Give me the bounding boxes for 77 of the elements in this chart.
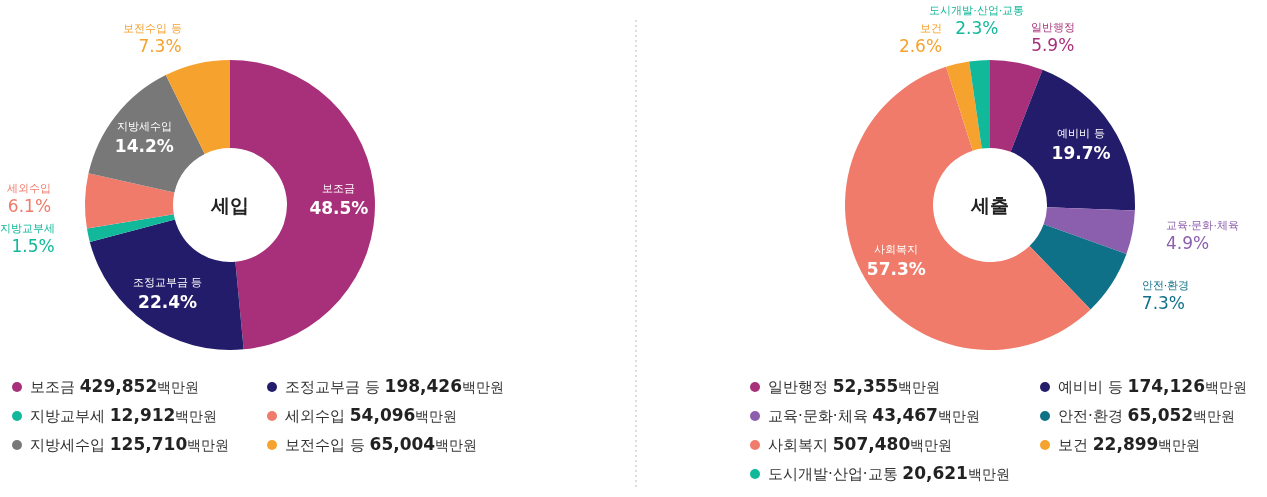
text: 12,912: [109, 405, 176, 425]
text: 백만원: [910, 437, 953, 453]
legend-label: 조정교부금 등: [285, 378, 385, 396]
text: 백만원: [415, 408, 458, 424]
data-label: 22.4%: [138, 292, 198, 313]
donut-slice: [85, 173, 175, 229]
data-label: 19.7%: [1051, 143, 1111, 164]
slice-label: 세외수입: [7, 182, 52, 196]
slice-label: 조정교부금 등: [132, 276, 203, 290]
text: 백만원: [435, 437, 478, 453]
slice-label: 예비비 등: [1057, 127, 1105, 141]
text: 125,710: [109, 434, 188, 454]
text: 65,004: [369, 434, 436, 454]
text: 52,355: [832, 376, 899, 396]
data-label: 2.6%: [898, 36, 943, 57]
data-label: 5.9%: [1031, 34, 1075, 55]
text: 백만원: [967, 466, 1010, 482]
text: 43,467: [872, 405, 938, 425]
text: 백만원: [937, 408, 980, 424]
text: 백만원: [175, 408, 218, 424]
legend-label: 사회복지: [768, 436, 833, 454]
slice-label: 일반행정: [1031, 20, 1076, 34]
slice-label: 보전수입 등: [123, 22, 182, 36]
data-label: 57.3%: [866, 258, 926, 279]
text: 세출: [970, 194, 1009, 216]
legend-label: 교육·문화·체육: [768, 407, 873, 425]
data-label: 1.5%: [11, 236, 55, 257]
donut-slice: [946, 61, 982, 151]
text: 백만원: [898, 379, 941, 395]
text: 백만원: [1193, 408, 1236, 424]
text: 백만원: [462, 379, 504, 395]
text: 백만원: [1158, 437, 1201, 453]
legend-label: 보건: [1058, 436, 1093, 454]
donut-slice: [86, 214, 175, 242]
legend-label: 보전수입 등: [285, 436, 370, 454]
text: 백만원: [157, 379, 200, 395]
slice-label: 교육·문화·체육: [1165, 219, 1239, 233]
legend-label: 도시개발·산업·교통: [768, 465, 903, 483]
donut-slice: [88, 74, 205, 193]
donut-slice: [969, 60, 990, 149]
slice-label: 지방교부세: [0, 222, 55, 236]
text: 65,052: [1127, 405, 1194, 425]
data-label: 2.3%: [955, 18, 999, 39]
legend-label: 안전·환경: [1058, 407, 1128, 425]
text: 198,426: [384, 376, 462, 396]
legend-label: 지방세수입: [30, 436, 110, 454]
slice-label: 보조금: [322, 181, 356, 195]
donut-slice: [990, 60, 1043, 152]
legend-label: 보조금: [30, 378, 80, 396]
text: 429,852: [79, 376, 158, 396]
donut-slice: [1043, 207, 1135, 255]
text: 507,480: [832, 434, 911, 454]
data-label: 48.5%: [309, 197, 369, 218]
slice-label: 도시개발·산업·교통: [929, 4, 1025, 18]
slice-label: 보건: [920, 22, 943, 36]
slice-label: 지방세수입: [116, 119, 172, 133]
text: 백만원: [187, 437, 230, 453]
text: 54,096: [349, 405, 416, 425]
text: 세입: [210, 194, 249, 216]
data-label: 14.2%: [114, 135, 174, 156]
text: 백만원: [1205, 379, 1247, 395]
donut-slice: [89, 219, 244, 350]
donut-slice: [1029, 224, 1127, 310]
data-label: 6.1%: [7, 196, 52, 217]
legend-label: 예비비 등: [1058, 378, 1128, 396]
data-label: 7.3%: [1141, 292, 1186, 313]
legend-label: 지방교부세: [30, 407, 110, 425]
slice-label: 안전·환경: [1141, 278, 1190, 292]
data-label: 7.3%: [138, 36, 182, 57]
data-label: 4.9%: [1165, 233, 1210, 254]
text: 20,621: [902, 463, 968, 483]
text: 22,899: [1092, 434, 1159, 454]
legend-label: 세외수입: [285, 407, 350, 425]
text: 174,126: [1127, 376, 1205, 396]
slice-label: 사회복지: [874, 242, 919, 256]
donut-slice: [1010, 69, 1135, 211]
legend-label: 일반행정: [768, 378, 833, 396]
